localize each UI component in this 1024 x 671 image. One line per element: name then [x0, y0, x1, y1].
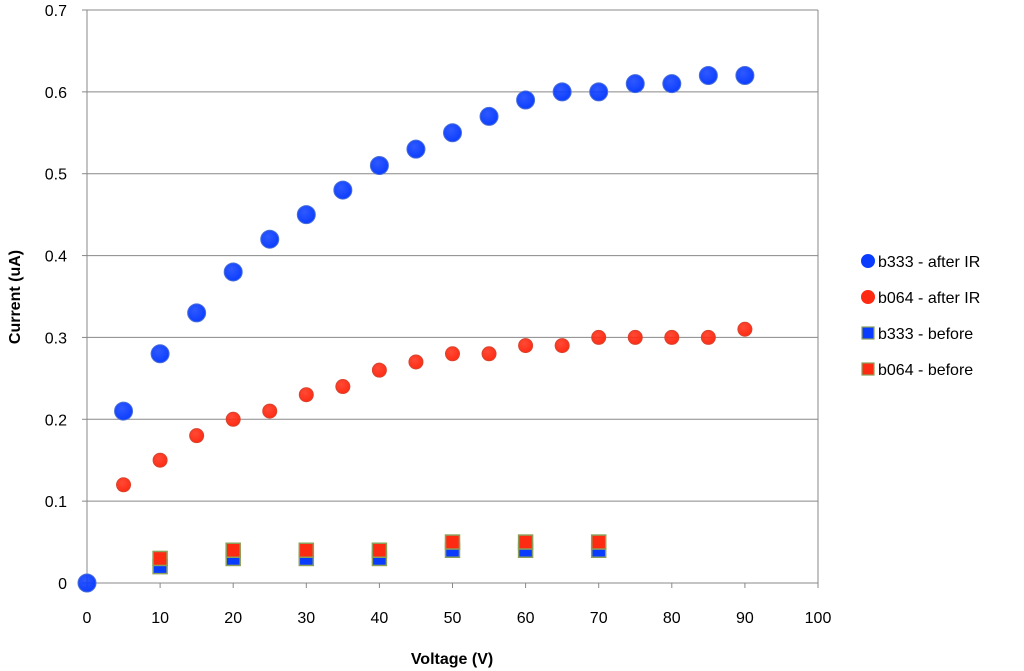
legend-label: b064 - after IR: [878, 290, 980, 307]
data-point: [225, 411, 241, 427]
data-point: [150, 344, 170, 364]
y-tick-label: 0.2: [45, 412, 67, 429]
data-point: [406, 139, 426, 159]
data-point: [225, 542, 241, 559]
data-point: [625, 74, 645, 94]
data-point: [223, 262, 243, 282]
data-point: [116, 477, 132, 493]
data-point: [298, 387, 314, 403]
data-point: [517, 534, 534, 550]
series-1: [77, 65, 755, 593]
data-point: [260, 229, 280, 249]
legend-label: b333 - after IR: [878, 254, 980, 271]
data-point: [591, 329, 607, 345]
y-axis-title: Current (uA): [7, 250, 24, 344]
data-point: [737, 321, 753, 337]
x-tick-label: 30: [297, 610, 315, 627]
data-point: [371, 542, 388, 559]
data-point: [662, 74, 682, 94]
grid-layer: [87, 9, 819, 583]
legend-marker-square: [861, 326, 875, 340]
x-tick-label: 100: [805, 610, 832, 627]
y-tick-label: 0.4: [45, 249, 67, 266]
y-tick-label: 0.6: [45, 85, 67, 102]
legend-item: b064 - before: [861, 362, 973, 379]
data-point: [189, 428, 205, 444]
data-point: [700, 329, 716, 345]
x-tick-label: 80: [663, 610, 681, 627]
x-tick-label: 50: [444, 610, 462, 627]
data-series-layer: [77, 65, 755, 593]
data-point: [152, 550, 168, 567]
x-tick-label: 20: [224, 610, 242, 627]
data-point: [187, 303, 207, 323]
data-point: [627, 329, 643, 345]
x-axis-title: Voltage (V): [411, 651, 493, 668]
series-2: [116, 321, 753, 493]
x-tick-label: 10: [151, 610, 169, 627]
data-point: [443, 123, 462, 143]
legend-label: b333 - before: [878, 326, 973, 343]
legend-marker-square: [861, 362, 875, 376]
data-point: [296, 205, 316, 225]
legend-item: b064 - after IR: [861, 290, 980, 307]
data-point: [552, 82, 572, 102]
y-tick-label: 0.5: [45, 167, 67, 184]
y-tick-label: 0.3: [45, 330, 67, 347]
x-tick-label: 90: [736, 610, 754, 627]
data-point: [371, 362, 387, 378]
data-point: [114, 401, 134, 421]
data-point: [152, 452, 168, 468]
axis-layer: [82, 9, 819, 588]
data-point: [445, 346, 460, 362]
x-tick-label: 70: [590, 610, 608, 627]
legend-label: b064 - before: [878, 362, 973, 379]
data-point: [516, 90, 536, 110]
data-point: [408, 354, 424, 370]
y-tick-label: 0: [58, 576, 67, 593]
data-point: [335, 379, 351, 395]
tick-labels: 0 0.1 0.2 0.3 0.4 0.5 0.6 0.7 0 10 20 30 40 50 60 70 80 9…: [45, 3, 832, 627]
x-tick-label: 0: [83, 610, 92, 627]
x-tick-label: 60: [517, 610, 535, 627]
data-point: [698, 65, 718, 85]
legend-item: b333 - after IR: [861, 254, 980, 271]
data-point: [554, 338, 570, 354]
data-point: [333, 180, 353, 200]
data-point: [518, 338, 534, 354]
data-point: [589, 82, 609, 102]
data-point: [77, 573, 97, 593]
data-point: [479, 106, 499, 126]
data-point: [262, 403, 278, 419]
data-point: [735, 65, 755, 85]
y-tick-label: 0.1: [45, 494, 67, 511]
legend-marker-circle: [861, 290, 875, 304]
data-point: [369, 156, 389, 176]
series-4: [152, 534, 607, 567]
legend: b333 - after IR b064 - after IR b333 - bef…: [861, 254, 980, 379]
data-point: [444, 534, 461, 550]
legend-item: b333 - before: [861, 326, 973, 343]
data-point: [481, 346, 497, 362]
data-point: [590, 534, 607, 550]
y-tick-label: 0.7: [45, 3, 67, 20]
data-point: [664, 329, 680, 345]
data-point: [298, 542, 315, 559]
x-tick-label: 40: [371, 610, 389, 627]
legend-marker-circle: [861, 254, 875, 268]
